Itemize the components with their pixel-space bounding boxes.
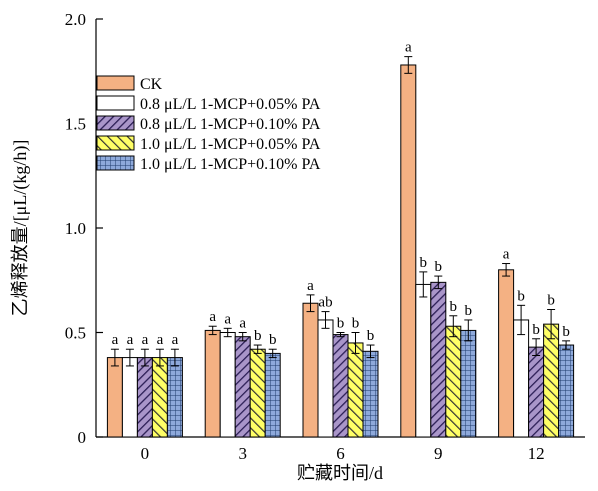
- legend-label: 0.8 μL/L 1-MCP+0.10% PA: [140, 116, 321, 133]
- legend-swatch: [96, 155, 135, 171]
- bar: [166, 357, 183, 438]
- significance-label: b: [562, 324, 570, 340]
- bar: [264, 352, 281, 438]
- x-tick-label: 9: [434, 444, 443, 463]
- significance-label: b: [420, 255, 428, 271]
- bar: [121, 357, 138, 438]
- legend-label: 1.0 μL/L 1-MCP+0.05% PA: [140, 136, 321, 153]
- significance-label: b: [367, 328, 375, 344]
- significance-label: a: [172, 332, 179, 348]
- bar: [249, 348, 266, 438]
- y-tick-label: 1.0: [65, 219, 86, 238]
- significance-label: b: [532, 322, 540, 338]
- significance-label: a: [142, 332, 149, 348]
- legend-label: 1.0 μL/L 1-MCP+0.10% PA: [140, 156, 321, 173]
- y-tick-group: 0 0.5 1.0 1.5 2.0: [65, 10, 103, 447]
- significance-label: b: [547, 293, 555, 309]
- significance-label: a: [307, 278, 314, 294]
- bar: [347, 342, 364, 438]
- x-axis-title: 贮藏时间/d: [297, 463, 383, 483]
- significance-label: a: [224, 311, 231, 327]
- legend-swatch: [96, 75, 135, 91]
- x-tick-label: 0: [141, 444, 150, 463]
- bar: [362, 350, 379, 438]
- bar: [498, 269, 515, 438]
- significance-label: a: [127, 332, 134, 348]
- y-tick-label: 2.0: [65, 10, 86, 29]
- bar: [543, 323, 560, 438]
- bar: [136, 357, 153, 438]
- significance-label: a: [239, 316, 246, 332]
- error-bar-group: [110, 56, 571, 367]
- legend: CK 0.8 μL/L 1-MCP+0.05% PA 0.8 μL/L 1-MCP+…: [96, 75, 321, 173]
- bar: [234, 336, 251, 438]
- bar: [513, 319, 530, 438]
- bar: [317, 319, 334, 438]
- significance-label: b: [517, 288, 525, 304]
- bar: [430, 281, 447, 438]
- significance-label: b: [450, 299, 458, 315]
- significance-label: ab: [318, 295, 332, 311]
- bar: [332, 334, 349, 438]
- x-tick-label: 3: [238, 444, 247, 463]
- significance-label: b: [254, 328, 262, 344]
- significance-label: a: [209, 309, 216, 325]
- significance-label: a: [503, 247, 510, 263]
- bar: [204, 329, 221, 438]
- legend-label: 0.8 μL/L 1-MCP+0.05% PA: [140, 96, 321, 113]
- bar: [106, 357, 123, 438]
- y-tick-label: 1.5: [65, 115, 86, 134]
- legend-swatch: [96, 95, 135, 111]
- y-axis-title: 乙烯释放量/[μL/(kg/h)]: [10, 140, 31, 317]
- bar-group: [106, 64, 575, 438]
- x-tick-label: 6: [336, 444, 345, 463]
- legend-label: CK: [140, 76, 163, 93]
- bar: [302, 302, 319, 438]
- significance-label: b: [435, 259, 443, 275]
- bar: [151, 357, 168, 438]
- y-tick-label: 0.5: [65, 324, 86, 343]
- legend-swatch: [96, 115, 135, 131]
- x-tick-label: 12: [528, 444, 545, 463]
- bar: [400, 64, 417, 438]
- bar: [445, 325, 462, 438]
- y-tick-label: 0: [78, 428, 87, 447]
- bar: [415, 283, 432, 438]
- significance-label: a: [157, 332, 164, 348]
- significance-label: b: [269, 332, 277, 348]
- legend-swatch: [96, 135, 135, 151]
- bar: [528, 346, 545, 438]
- significance-label: b: [337, 316, 345, 332]
- significance-label: b: [352, 316, 360, 332]
- significance-label: a: [405, 40, 412, 56]
- significance-label: b: [465, 303, 473, 319]
- bar: [219, 332, 236, 438]
- significance-label: a: [112, 332, 119, 348]
- bar: [460, 329, 477, 438]
- bar: [558, 344, 575, 438]
